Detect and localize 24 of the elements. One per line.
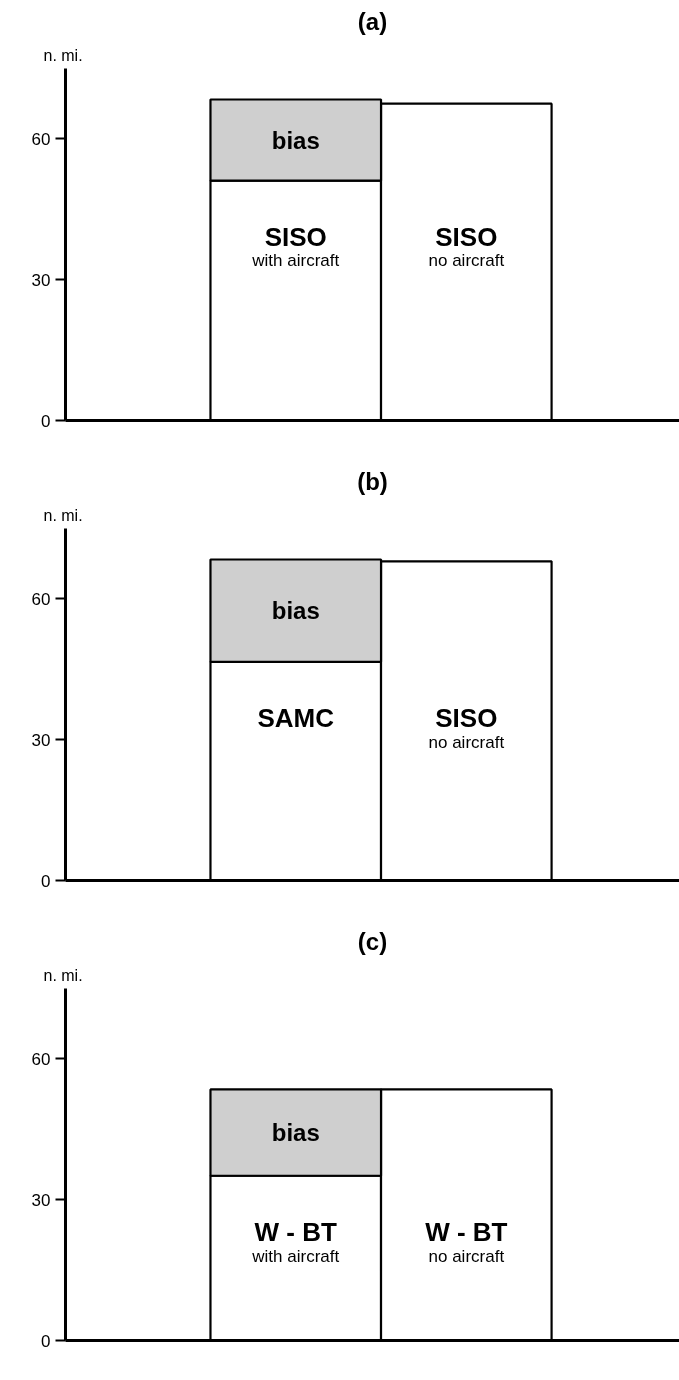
- x-tick-label: W - BT no aircraft: [425, 1217, 508, 1266]
- chart-title: (c): [357, 927, 388, 955]
- x-tick-label: SAMC: [257, 703, 335, 734]
- y-tick-label: 60: [31, 589, 51, 609]
- chart-title: (b): [357, 467, 388, 495]
- y-tick-label: 0: [41, 1331, 51, 1351]
- series-label: bias: [271, 1119, 320, 1147]
- y-axis-title: n. mi.: [43, 966, 83, 984]
- y-tick-label: 60: [31, 129, 51, 149]
- x-tick-label: SISO no aircraft: [428, 221, 505, 271]
- y-tick-label: 30: [31, 270, 51, 290]
- y-tick-label: 30: [31, 730, 51, 750]
- x-tick-label: SISO with aircraft: [251, 221, 340, 271]
- y-tick-label: 30: [31, 1190, 51, 1210]
- x-tick-label: SISO no aircraft: [428, 703, 505, 752]
- y-tick-label: 0: [41, 411, 51, 431]
- series-label: bias: [271, 126, 320, 154]
- y-axis-title: n. mi.: [43, 46, 83, 64]
- y-axis-title: n. mi.: [43, 506, 83, 524]
- series-label: bias: [271, 597, 320, 625]
- y-tick-label: 60: [31, 1049, 51, 1069]
- x-tick-label: W - BT with aircraft: [251, 1217, 340, 1266]
- chart-title: (a): [357, 7, 388, 35]
- y-tick-label: 0: [41, 871, 51, 891]
